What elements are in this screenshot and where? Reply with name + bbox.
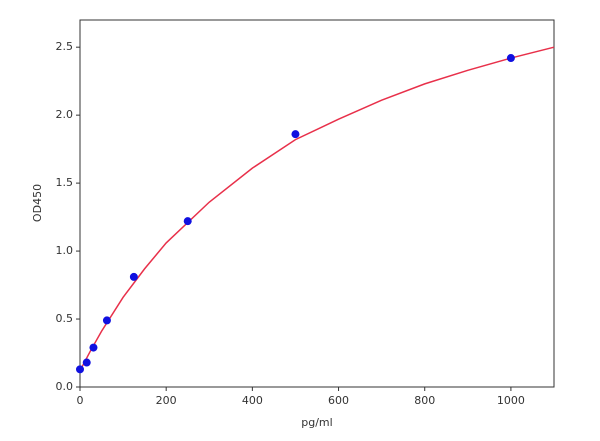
y-tick-label: 2.0: [56, 108, 74, 121]
x-tick-label: 400: [242, 394, 263, 407]
x-tick-label: 200: [156, 394, 177, 407]
x-tick-label: 0: [77, 394, 84, 407]
data-point: [291, 130, 300, 139]
x-tick-label: 800: [414, 394, 435, 407]
data-point: [102, 316, 111, 325]
data-point: [82, 358, 91, 367]
x-tick-label: 1000: [497, 394, 525, 407]
plot-frame: [79, 19, 555, 388]
y-tick-label: 0.0: [56, 380, 74, 393]
y-tick-label: 1.0: [56, 244, 74, 257]
data-point: [129, 272, 138, 281]
y-tick-label: 0.5: [56, 312, 74, 325]
data-point: [183, 217, 192, 226]
y-tick-label: 1.5: [56, 176, 74, 189]
x-axis-label: pg/ml: [301, 416, 332, 429]
y-axis-label: OD450: [31, 184, 44, 222]
y-tick-label: 2.5: [56, 40, 74, 53]
x-tick-label: 600: [328, 394, 349, 407]
data-point: [76, 365, 84, 374]
fit-curve: [79, 46, 555, 372]
data-point: [506, 54, 515, 63]
data-point: [89, 343, 98, 352]
